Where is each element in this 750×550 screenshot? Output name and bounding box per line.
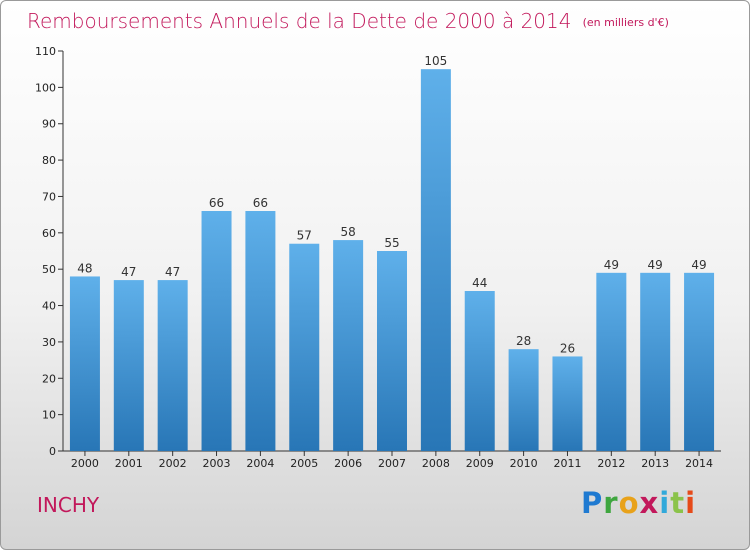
x-tick-label: 2002 [159,457,187,470]
y-tick-label: 40 [42,300,56,313]
logo-letter: P [581,486,604,520]
city-name: INCHY [37,493,100,517]
data-label: 66 [253,196,268,210]
x-tick-label: 2009 [466,457,494,470]
data-label: 44 [472,276,487,290]
x-tick-label: 2007 [378,457,406,470]
logo-letter: x [639,486,660,520]
bar [420,69,451,451]
logo-letter: i [685,486,697,520]
y-tick-label: 110 [35,45,56,58]
bar [508,349,539,451]
bar [640,272,671,451]
bar [245,211,276,451]
x-tick-label: 2013 [641,457,669,470]
y-tick-label: 0 [49,445,56,458]
chart-unit: (en milliers d'€) [582,16,669,29]
y-tick-label: 80 [42,154,56,167]
y-tick-label: 50 [42,263,56,276]
y-tick-label: 100 [35,81,56,94]
bar [552,356,583,451]
y-tick-label: 10 [42,409,56,422]
data-label: 47 [165,265,180,279]
x-tick-label: 2005 [290,457,318,470]
data-label: 58 [340,225,355,239]
x-tick-label: 2000 [71,457,99,470]
x-tick-label: 2003 [203,457,231,470]
x-tick-label: 2006 [334,457,362,470]
bar [377,251,407,451]
y-tick-label: 90 [42,118,56,131]
y-tick-label: 70 [42,190,56,203]
bar [113,280,144,451]
title-row: Remboursements Annuels de la Dette de 20… [27,9,669,33]
data-label: 49 [691,258,706,272]
proxiti-logo[interactable]: Proxiti [581,489,696,518]
x-tick-label: 2001 [115,457,143,470]
chart-title: Remboursements Annuels de la Dette de 20… [27,9,572,33]
bar [69,276,100,451]
data-label: 48 [77,261,92,275]
data-label: 55 [384,236,399,250]
data-label: 26 [560,341,575,355]
logo-letter: r [603,486,619,520]
bar [596,272,627,451]
y-tick-label: 60 [42,227,56,240]
y-tick-label: 30 [42,336,56,349]
data-label: 57 [297,229,312,243]
data-label: 49 [648,258,663,272]
data-label: 47 [121,265,136,279]
y-tick-label: 20 [42,372,56,385]
x-tick-label: 2014 [685,457,713,470]
bars [69,69,715,451]
bar [289,243,320,451]
data-label: 28 [516,334,531,348]
labels: 0 10 20 30 40 50 60 70 80 90 100 110 48 2000 47 2001 47 2… [35,45,713,470]
x-tick-label: 2011 [553,457,581,470]
bar [157,280,188,451]
logo-letter: i [659,486,671,520]
data-label: 105 [424,54,447,68]
bar [684,272,715,451]
x-tick-label: 2004 [246,457,274,470]
data-label: 66 [209,196,224,210]
bar [464,291,495,451]
logo-letter: o [618,486,640,520]
bar [201,211,232,451]
x-tick-label: 2010 [510,457,538,470]
bar [333,240,364,451]
x-tick-label: 2008 [422,457,450,470]
x-tick-label: 2012 [597,457,625,470]
logo-letter: t [670,486,686,520]
data-label: 49 [604,258,619,272]
